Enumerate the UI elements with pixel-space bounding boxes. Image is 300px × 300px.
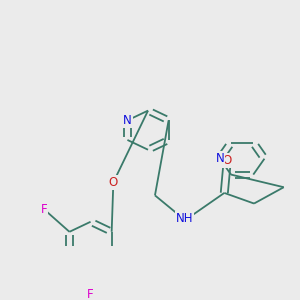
Text: O: O: [109, 176, 118, 189]
Text: N: N: [215, 152, 224, 165]
Text: NH: NH: [176, 212, 194, 225]
Text: F: F: [41, 203, 47, 216]
Text: O: O: [223, 154, 232, 167]
Text: N: N: [123, 114, 132, 127]
Text: F: F: [87, 288, 94, 300]
